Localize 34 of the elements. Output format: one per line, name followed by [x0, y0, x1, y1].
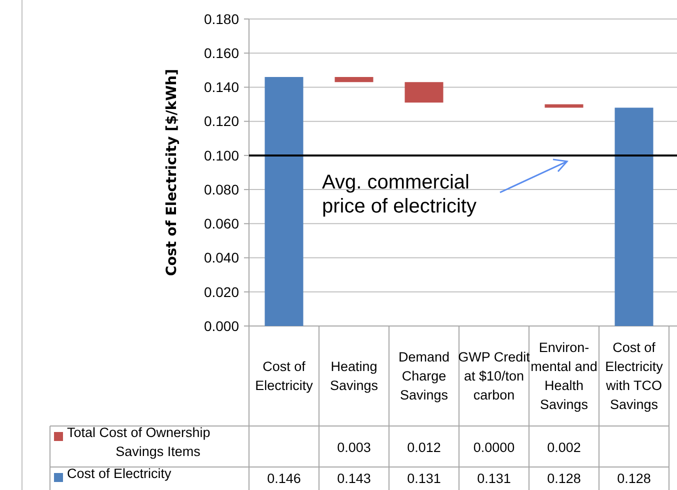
y-tick-label: 0.060	[204, 216, 240, 232]
bar	[614, 108, 654, 326]
x-tick-label: GWP Credit at $10/ton carbon	[458, 350, 530, 403]
y-tick-label: 0.100	[204, 147, 240, 164]
y-tick-label: 0.020	[204, 284, 240, 300]
bar	[334, 76, 374, 82]
text: 0.131	[477, 471, 511, 486]
y-tick-label: 0.180	[204, 10, 240, 27]
x-tick-label: Demand Charge Savings	[398, 350, 450, 403]
data-label: 0.128	[617, 471, 651, 486]
data-label: 0.002	[547, 440, 581, 456]
y-axis-title: Cost of Electricity [$/kWh]	[164, 68, 180, 276]
data-label: 0.012	[407, 440, 441, 456]
legend-label: Cost of Electricity	[67, 466, 172, 481]
x-tick-label: Heating Savings	[330, 359, 378, 394]
text: 0.131	[407, 471, 441, 486]
bar	[264, 76, 304, 326]
y-tick-label: 0.080	[204, 181, 240, 198]
x-tick-label: Cost of Electricity	[255, 359, 314, 394]
x-tick-label: Environ-mental and Health Savings	[530, 340, 598, 412]
data-label: 0.146	[267, 471, 301, 486]
y-tick-label: 0.140	[204, 79, 240, 96]
y-tick-label: 0.040	[204, 250, 240, 266]
text: 0.128	[547, 471, 581, 486]
text: 0.143	[337, 471, 371, 486]
ref-line-label: Avg. commercial price of electricity	[322, 171, 476, 218]
x-tick-label: Cost of Electricity with TCO Savings	[604, 340, 664, 412]
y-tick-label: 0.120	[204, 113, 240, 130]
y-tick-label: 0.000	[204, 318, 240, 334]
bar	[404, 82, 444, 103]
legend-label: Total Cost of Ownership Savings Items	[67, 425, 210, 459]
data-label: 0.0000	[473, 440, 515, 456]
y-tick-label: 0.160	[204, 45, 240, 62]
data-label: 0.003	[337, 440, 371, 456]
